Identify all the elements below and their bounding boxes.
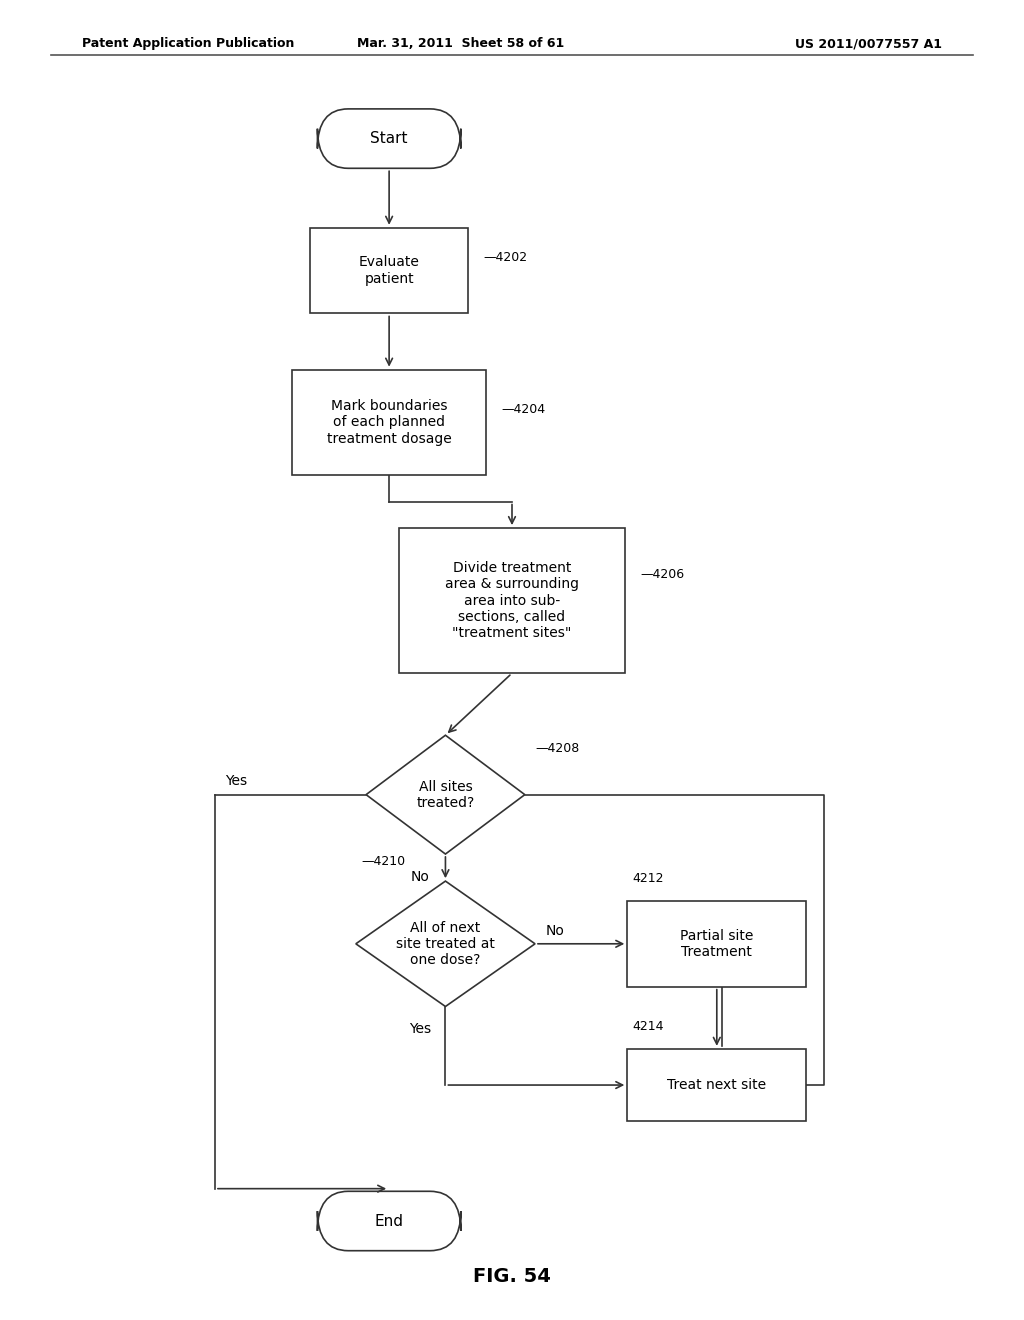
Text: 4212: 4212 bbox=[632, 873, 664, 884]
Polygon shape bbox=[356, 882, 535, 1006]
Text: End: End bbox=[375, 1213, 403, 1229]
Text: Mark boundaries
of each planned
treatment dosage: Mark boundaries of each planned treatmen… bbox=[327, 399, 452, 446]
FancyBboxPatch shape bbox=[309, 227, 469, 313]
FancyBboxPatch shape bbox=[292, 370, 486, 475]
Text: —4206: —4206 bbox=[640, 568, 684, 581]
Text: Yes: Yes bbox=[409, 1022, 431, 1036]
Text: Start: Start bbox=[371, 131, 408, 147]
Text: Partial site
Treatment: Partial site Treatment bbox=[680, 929, 754, 958]
Text: —4210: —4210 bbox=[361, 855, 406, 869]
Text: —4202: —4202 bbox=[484, 251, 528, 264]
Text: Treat next site: Treat next site bbox=[668, 1078, 766, 1092]
Text: 4214: 4214 bbox=[632, 1020, 664, 1032]
Text: —4204: —4204 bbox=[502, 403, 546, 416]
FancyBboxPatch shape bbox=[627, 902, 806, 987]
FancyBboxPatch shape bbox=[399, 528, 625, 673]
FancyBboxPatch shape bbox=[627, 1048, 806, 1122]
Text: No: No bbox=[411, 870, 429, 884]
FancyBboxPatch shape bbox=[317, 1191, 461, 1251]
Polygon shape bbox=[367, 735, 524, 854]
Text: Evaluate
patient: Evaluate patient bbox=[358, 256, 420, 285]
Text: Yes: Yes bbox=[225, 775, 248, 788]
Text: Divide treatment
area & surrounding
area into sub-
sections, called
"treatment s: Divide treatment area & surrounding area… bbox=[445, 561, 579, 640]
Text: All of next
site treated at
one dose?: All of next site treated at one dose? bbox=[396, 920, 495, 968]
Text: FIG. 54: FIG. 54 bbox=[473, 1267, 551, 1286]
Text: No: No bbox=[545, 924, 564, 937]
Text: Patent Application Publication: Patent Application Publication bbox=[82, 37, 294, 50]
Text: US 2011/0077557 A1: US 2011/0077557 A1 bbox=[795, 37, 942, 50]
FancyBboxPatch shape bbox=[317, 108, 461, 168]
Text: —4208: —4208 bbox=[535, 742, 580, 755]
Text: Mar. 31, 2011  Sheet 58 of 61: Mar. 31, 2011 Sheet 58 of 61 bbox=[357, 37, 564, 50]
Text: All sites
treated?: All sites treated? bbox=[417, 780, 474, 809]
